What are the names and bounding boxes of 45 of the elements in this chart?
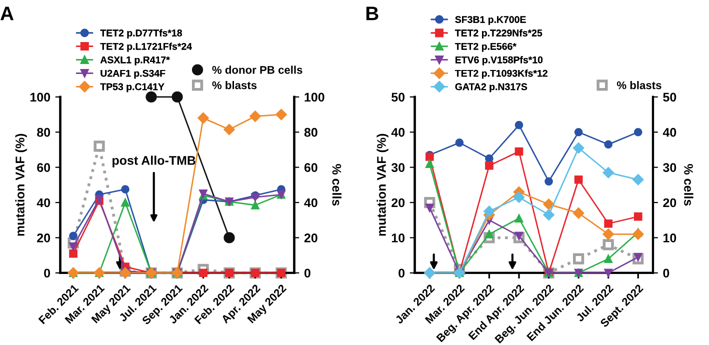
y-tick-label: 40 [391,128,405,137]
text: B [366,6,378,20]
y-tick-label: 100 [30,92,50,102]
legend-label: TP53 p.C141Y [100,83,164,92]
text: A [0,6,14,20]
y2-tick-label: 80 [304,128,318,137]
y2-tick-label: 40 [662,128,676,137]
y2-tick-label: 10 [664,234,676,242]
y2-tick-label: 20 [304,234,318,242]
y-tick-label: 30 [391,163,405,172]
legend-label: TET2 p.D77Tfs*18 [100,29,182,38]
legend-label: % blasts [212,81,257,90]
y2-tick-label: 40 [304,198,318,208]
y2-tick-label: 20 [663,198,676,208]
y2-tick-label: 30 [663,163,676,172]
y-tick-label: 40 [36,198,50,208]
legend-label: % blasts [616,81,662,90]
y2-tick-label: 50 [663,92,676,102]
legend-label: TET2 p.T229Nfs*25 [454,29,542,38]
y-tick-label: 80 [37,128,50,137]
legend-label: GATA2 p.N317S [455,83,528,92]
y2-tick-label: 100 [304,92,324,102]
annotation: post Allo-TMB [112,156,196,168]
y-axis-title: mutation VAF (%) [376,134,388,236]
y-tick-label: 0 [398,268,405,278]
y-tick-label: 50 [392,92,405,102]
y-tick-label: 20 [392,198,405,208]
y2-tick-label: 60 [304,163,318,172]
y-tick-label: 0 [44,268,50,278]
y-tick-label: 60 [37,163,50,172]
y2-axis-title: % cells [684,164,694,206]
legend-label: % donor PB cells [212,66,302,74]
legend-label: SF3B1 p.K700E [455,16,526,25]
legend-label: TET2 p.T1093Kfs*12 [454,70,548,79]
legend-label: TET2 p.E566* [454,42,516,52]
y2-tick-label: 0 [663,268,670,278]
legend-label: U2AF1 p.S34F [100,70,166,79]
y-tick-label: 10 [392,234,405,242]
legend-label: TET2 p.L1721Ffs*24 [100,42,192,52]
y2-axis-title: % cells [332,164,342,206]
y-axis-title: mutation VAF (%) [15,134,27,236]
y-tick-label: 20 [37,234,50,242]
y2-tick-label: 0 [304,268,310,278]
legend-label: ETV6 p.V158Pfs*10 [456,56,543,66]
legend-label: ASXL1 p.R417* [100,56,170,66]
